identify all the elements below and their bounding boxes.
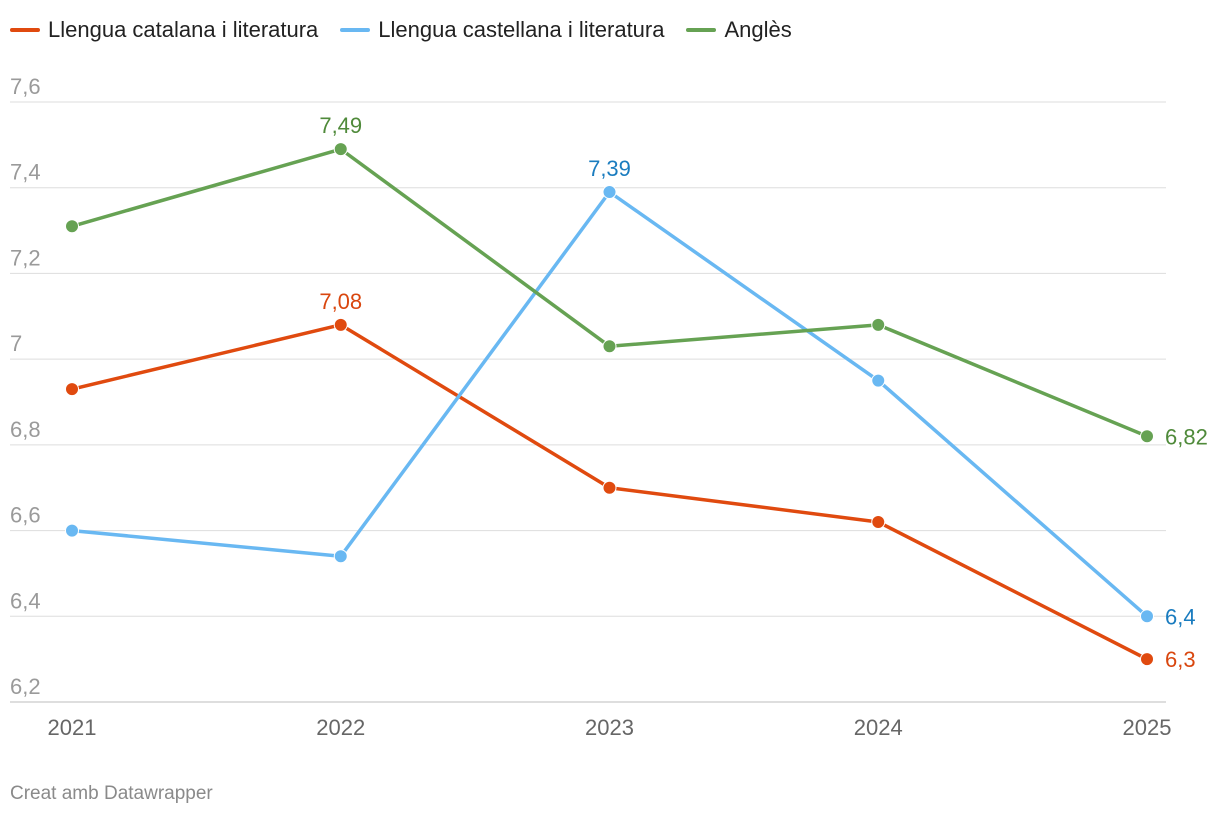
- y-tick-label: 7: [10, 331, 22, 356]
- x-tick-label: 2024: [854, 715, 903, 740]
- x-tick-label: 2025: [1123, 715, 1172, 740]
- data-point-castellana: [871, 373, 886, 388]
- data-point-angles: [602, 339, 617, 354]
- x-tick-label: 2023: [585, 715, 634, 740]
- footer-credit: Creat amb Datawrapper: [10, 783, 213, 804]
- legend-swatch-angles: [686, 28, 717, 32]
- y-tick-label: 7,4: [10, 160, 41, 185]
- data-point-angles: [1140, 429, 1154, 444]
- legend-label-angles: Anglès: [724, 17, 792, 42]
- x-tick-label: 2021: [48, 715, 97, 740]
- data-label-angles: 6,82: [1165, 424, 1208, 449]
- data-label-angles: 7,49: [319, 113, 362, 138]
- y-tick-label: 6,4: [10, 588, 41, 613]
- data-point-castellana: [1140, 609, 1154, 624]
- data-point-angles: [871, 317, 886, 332]
- y-tick-label: 6,8: [10, 417, 41, 442]
- data-point-catalan: [1140, 652, 1154, 667]
- y-tick-label: 7,6: [10, 74, 41, 99]
- y-tick-label: 6,6: [10, 503, 41, 528]
- y-tick-label: 6,2: [10, 674, 41, 699]
- data-point-catalan: [871, 515, 886, 529]
- data-point-angles: [333, 142, 348, 157]
- legend-item-catalana: Llengua catalana i literatura: [10, 17, 318, 43]
- data-point-catalan: [333, 317, 348, 332]
- data-point-angles: [65, 219, 79, 234]
- legend-label-catalana: Llengua catalana i literatura: [48, 17, 319, 42]
- data-point-castellana: [65, 523, 79, 538]
- legend-swatch-castellana: [340, 28, 371, 32]
- chart-legend: Llengua catalana i literatura Llengua ca…: [10, 14, 792, 46]
- legend-swatch-catalana: [10, 28, 40, 32]
- data-point-catalan: [602, 480, 617, 495]
- legend-item-castellana: Llengua castellana i literatura: [340, 17, 664, 43]
- legend-label-castellana: Llengua castellana i literatura: [378, 17, 665, 42]
- data-label-castellana: 6,4: [1165, 604, 1196, 629]
- data-point-catalan: [65, 382, 79, 397]
- data-label-castellana: 7,39: [588, 156, 631, 181]
- x-tick-label: 2022: [316, 715, 365, 740]
- series-line-castellana: [70, 190, 1149, 619]
- data-label-catalan: 6,3: [1165, 647, 1196, 672]
- legend-item-angles: Anglès: [686, 17, 792, 43]
- y-tick-label: 7,2: [10, 245, 41, 270]
- data-point-castellana: [333, 549, 348, 564]
- data-label-catalan: 7,08: [319, 289, 362, 314]
- data-point-castellana: [602, 185, 617, 199]
